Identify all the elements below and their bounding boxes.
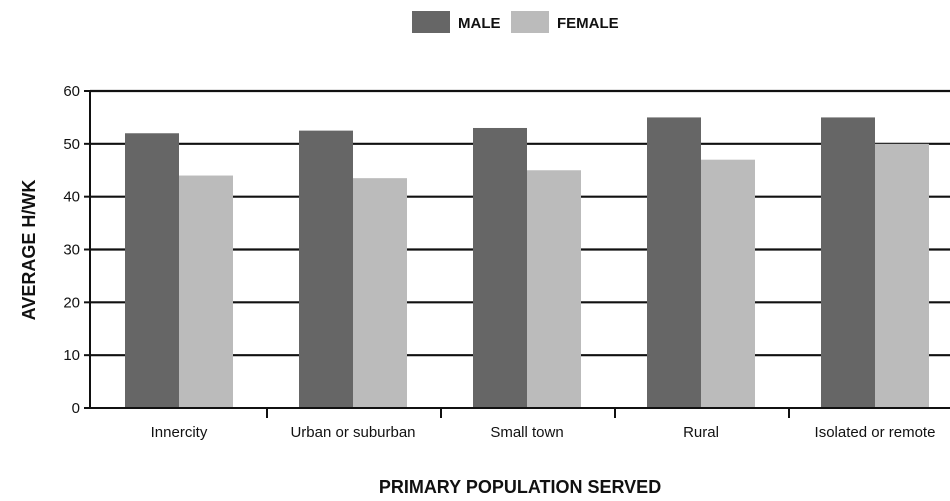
x-tick-label: Isolated or remote bbox=[815, 424, 936, 441]
x-axis: Innercity Urban or suburban Small town Rura… bbox=[89, 91, 950, 441]
legend-label-male: MALE bbox=[458, 15, 501, 32]
x-axis-title: PRIMARY POPULATION SERVED bbox=[379, 477, 661, 497]
bar-female-3 bbox=[701, 159, 755, 408]
y-tick-label: 60 bbox=[63, 83, 80, 100]
y-tick-label: 30 bbox=[63, 242, 80, 259]
x-tick-label: Small town bbox=[490, 424, 563, 441]
legend-label-female: FEMALE bbox=[557, 15, 619, 32]
bar-female-4 bbox=[875, 143, 929, 409]
legend: MALE FEMALE bbox=[412, 11, 619, 33]
bar-male-3 bbox=[647, 117, 701, 409]
y-tick-label: 0 bbox=[72, 400, 80, 417]
bar-male-1 bbox=[299, 130, 353, 408]
y-tick-label: 40 bbox=[63, 189, 80, 206]
bars bbox=[125, 117, 929, 409]
legend-swatch-female bbox=[511, 11, 549, 33]
bar-female-0 bbox=[179, 175, 233, 408]
y-axis-title: AVERAGE H/WK bbox=[19, 180, 39, 321]
x-tick-label: Rural bbox=[683, 424, 719, 441]
bar-female-1 bbox=[353, 178, 407, 408]
y-tick-label: 10 bbox=[63, 347, 80, 364]
legend-swatch-male bbox=[412, 11, 450, 33]
bar-male-0 bbox=[125, 133, 179, 408]
x-tick-label: Urban or suburban bbox=[290, 424, 415, 441]
y-tick-label: 20 bbox=[63, 294, 80, 311]
y-axis-ticks: 0 10 20 30 40 50 60 bbox=[63, 83, 90, 417]
y-tick-label: 50 bbox=[63, 136, 80, 153]
x-tick-label: Innercity bbox=[151, 424, 208, 441]
bar-female-2 bbox=[527, 170, 581, 408]
bar-male-4 bbox=[821, 117, 875, 409]
bar-male-2 bbox=[473, 127, 527, 408]
